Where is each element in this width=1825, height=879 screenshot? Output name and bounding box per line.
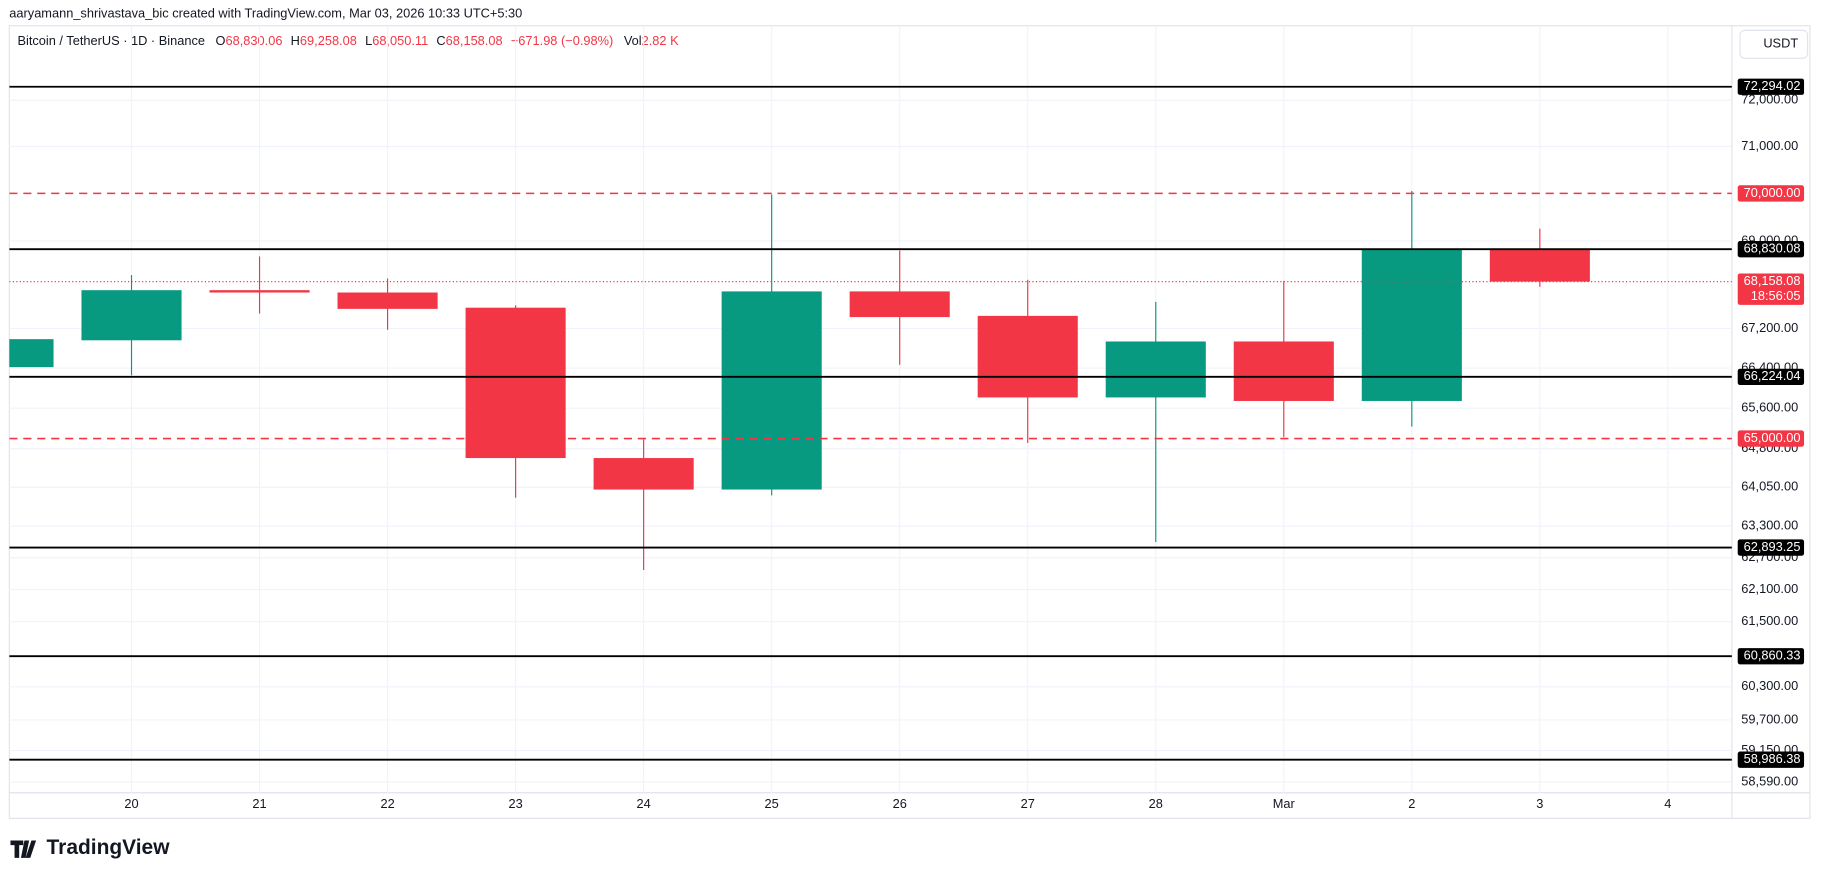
- logo-text: TradingView: [47, 836, 171, 859]
- price-axis: 72,000.0071,000.0069,000.0067,200.0066,4…: [124, 78, 1805, 811]
- candle-body: [977, 315, 1078, 398]
- y-tick-label: 67,200.00: [1741, 320, 1798, 335]
- x-tick-label: 27: [1021, 796, 1035, 811]
- level-label-box: [1737, 648, 1805, 665]
- x-tick-label: 23: [508, 796, 522, 811]
- level-label: 60,860.33: [1744, 648, 1801, 663]
- c-label: C: [436, 33, 445, 48]
- y-tick-label: 63,300.00: [1741, 518, 1798, 533]
- candle-body: [1233, 341, 1334, 401]
- tv-logo: TradingView: [10, 836, 170, 859]
- y-tick-label: 71,000.00: [1741, 138, 1798, 153]
- currency-label[interactable]: USDT: [1763, 36, 1798, 51]
- candle-body: [721, 291, 822, 490]
- level-label-box: [1737, 241, 1805, 258]
- logo-icon: [10, 840, 37, 858]
- level-label: 70,000.00: [1744, 185, 1801, 200]
- current-price-box: [1737, 273, 1805, 305]
- candle-body: [337, 292, 438, 309]
- h-label: H: [291, 33, 300, 48]
- plot: [9, 85, 1732, 761]
- x-tick-label: 2: [1408, 796, 1415, 811]
- vol-label: Vol: [624, 33, 642, 48]
- x-tick-label: 22: [380, 796, 394, 811]
- level-label: 68,830.08: [1744, 241, 1801, 256]
- y-tick-label: 61,500.00: [1741, 613, 1798, 628]
- o-label: O: [216, 33, 226, 48]
- x-tick-label: 3: [1536, 796, 1543, 811]
- h-value: 69,258.08: [300, 33, 357, 48]
- y-tick-label: 62,100.00: [1741, 581, 1798, 596]
- x-tick-label: 25: [765, 796, 779, 811]
- candle-body: [1489, 249, 1590, 282]
- level-label-box: [1737, 430, 1805, 447]
- y-tick-label: 65,600.00: [1741, 400, 1798, 415]
- level-label-box: [1737, 78, 1805, 95]
- l-label: L: [365, 33, 372, 48]
- c-value: 68,158.08: [446, 33, 503, 48]
- o-value: 68,830.06: [226, 33, 283, 48]
- countdown: 18:56:05: [1751, 288, 1801, 303]
- candle-body: [9, 339, 54, 368]
- candle-body: [81, 290, 182, 341]
- currency-button[interactable]: [1739, 29, 1809, 59]
- level-label-box: [1737, 185, 1805, 202]
- vol-value: 2.82 K: [642, 33, 679, 48]
- level-label: 65,000.00: [1744, 430, 1801, 445]
- x-tick-label: 24: [637, 796, 651, 811]
- current-price-label: 68,158.08: [1744, 273, 1801, 288]
- level-label-box: [1737, 751, 1805, 768]
- level-label: 66,224.04: [1744, 368, 1801, 383]
- level-label: 58,986.38: [1744, 751, 1801, 766]
- candle-body: [209, 290, 310, 293]
- y-tick-label: 60,300.00: [1741, 678, 1798, 693]
- candle-body: [1361, 249, 1462, 401]
- x-tick-label: 20: [124, 796, 138, 811]
- level-label: 72,294.02: [1744, 78, 1801, 93]
- change: −671.98 (−0.98%): [511, 33, 613, 48]
- grid: [9, 25, 1732, 793]
- x-tick-label: 4: [1664, 796, 1671, 811]
- x-tick-label: Mar: [1273, 796, 1296, 811]
- candle-body: [849, 291, 950, 318]
- y-tick-label: 59,700.00: [1741, 711, 1798, 726]
- x-tick-label: 21: [252, 796, 266, 811]
- candle-body: [465, 307, 566, 459]
- level-label-box: [1737, 539, 1805, 556]
- level-label-box: [1737, 368, 1805, 385]
- credit: aaryamann_shrivastava_bic created with T…: [9, 5, 522, 20]
- level-label: 62,893.25: [1744, 539, 1801, 554]
- x-tick-label: 26: [893, 796, 907, 811]
- y-tick-label: 58,590.00: [1741, 773, 1798, 788]
- symbol: Bitcoin / TetherUS · 1D · Binance: [17, 33, 205, 48]
- candle-body: [1105, 341, 1206, 398]
- x-tick-label: 28: [1149, 796, 1163, 811]
- candle-body: [593, 458, 694, 490]
- y-tick-label: 64,050.00: [1741, 479, 1798, 494]
- chart-frame: [8, 25, 1811, 819]
- y-tick-label: 72,000.00: [1741, 92, 1798, 107]
- legend-line: Bitcoin / TetherUS · 1D · Binance O68,83…: [17, 33, 679, 48]
- l-value: 68,050.11: [372, 33, 428, 48]
